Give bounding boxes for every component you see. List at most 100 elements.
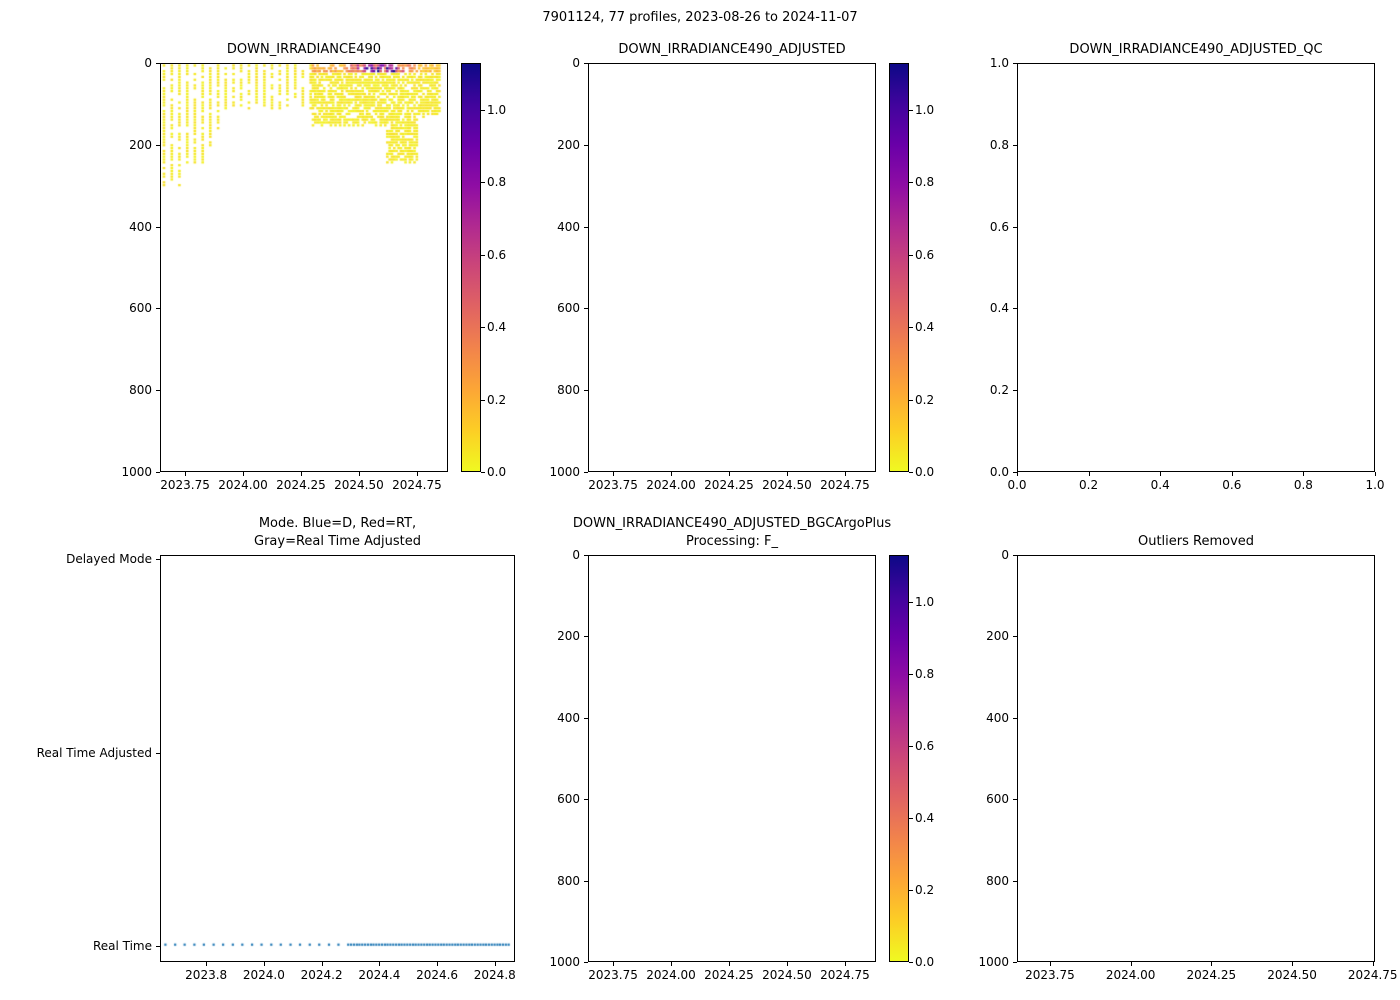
colorbar-tick-label: 0.8 (487, 175, 507, 190)
y-tick (156, 472, 160, 473)
colorbar-tick-label: 0.0 (915, 955, 935, 969)
panel-4-title: DOWN_IRRADIANCE490_ADJUSTED_BGCArgoPlus P… (573, 515, 891, 551)
y-tick (156, 144, 160, 146)
y-tick-label: 0.0 (989, 465, 1009, 479)
y-tick (584, 880, 588, 882)
y-tick-label: 1000 (549, 465, 580, 479)
colorbar-tick-label: 0.6 (487, 247, 507, 262)
colorbar-0 (461, 63, 481, 472)
y-tick-label: Real Time Adjusted (36, 745, 152, 760)
x-tick (379, 962, 381, 966)
y-tick-label: 800 (557, 873, 580, 888)
colorbar-tick-label: 0.2 (487, 392, 507, 407)
panel-title-line: Mode. Blue=D, Red=RT, (258, 516, 417, 531)
y-tick-label: 0 (572, 56, 580, 70)
y-tick-label: 0.2 (989, 383, 1009, 398)
y-tick (584, 390, 588, 392)
x-tick (1292, 962, 1294, 966)
x-tick-label: 2024.75 (820, 968, 870, 982)
irradiance-heatmap-canvas (161, 64, 447, 471)
y-tick-label: 600 (557, 792, 580, 807)
colorbar-tick (909, 327, 913, 329)
x-tick (671, 962, 672, 966)
x-tick (786, 472, 788, 476)
panel-4-plot-area (588, 555, 876, 962)
x-tick (844, 962, 846, 966)
x-tick (1303, 472, 1305, 476)
colorbar-tick (909, 399, 913, 401)
colorbar-tick (481, 399, 485, 401)
colorbar-tick-label: 0.2 (915, 392, 935, 407)
x-tick-label: 2024.75 (1347, 968, 1398, 982)
y-tick (1013, 63, 1017, 64)
y-tick (1013, 880, 1017, 882)
y-tick (584, 226, 588, 228)
colorbar-tick (909, 110, 913, 112)
x-tick-label: 2024.50 (334, 478, 384, 492)
y-tick (1013, 472, 1017, 473)
panel-title-line: DOWN_IRRADIANCE490_ADJUSTED_QC (1069, 42, 1323, 57)
panel-1-plot-area (588, 63, 876, 472)
y-tick-label: Real Time (92, 939, 152, 954)
x-tick (1017, 472, 1018, 476)
y-tick (156, 63, 160, 64)
y-tick (584, 472, 588, 473)
x-tick-label: 2024.50 (762, 478, 812, 492)
figure-title: 7901124, 77 profiles, 2023-08-26 to 2024… (542, 10, 858, 25)
x-tick-label: 2023.75 (588, 478, 638, 492)
y-tick (156, 752, 160, 754)
y-tick-label: 0 (1001, 548, 1009, 562)
x-tick-label: 2024.00 (218, 478, 268, 492)
x-tick-label: 2023.75 (588, 968, 638, 982)
x-tick (786, 962, 788, 966)
y-tick (584, 63, 588, 64)
panel-0-title: DOWN_IRRADIANCE490 (227, 41, 381, 59)
panel-title-line: DOWN_IRRADIANCE490_ADJUSTED_BGCArgoPlus (572, 516, 892, 531)
colorbar-tick-label: 0.4 (487, 320, 507, 335)
mode-dots-canvas (161, 556, 514, 961)
x-tick (613, 962, 615, 966)
y-tick-label: 800 (129, 383, 152, 398)
y-tick-label: 1000 (978, 955, 1009, 969)
colorbar-tick-label: 0.2 (915, 882, 935, 897)
panel-5-title: Outliers Removed (1138, 533, 1254, 551)
colorbar-tick (909, 962, 913, 963)
x-tick-label: 2024.6 (416, 968, 459, 982)
x-tick-label: 2024.0 (242, 968, 285, 982)
x-tick-label: 2024.75 (820, 478, 870, 492)
y-tick-label: 0 (144, 56, 152, 70)
y-tick (1013, 226, 1017, 228)
x-tick-label: 2024.4 (358, 968, 401, 982)
colorbar-4 (889, 555, 909, 962)
y-tick-label: 1.0 (989, 56, 1009, 70)
colorbar-tick (481, 327, 485, 329)
x-tick (206, 962, 208, 966)
x-tick (1211, 962, 1213, 966)
colorbar-tick (909, 745, 913, 747)
y-tick (156, 308, 160, 310)
colorbar-tick-label: 0.4 (915, 810, 935, 825)
panel-title-line: DOWN_IRRADIANCE490_ADJUSTED (618, 42, 846, 57)
x-tick (185, 472, 187, 476)
y-tick-label: 800 (986, 873, 1009, 888)
colorbar-tick-label: 0.4 (915, 320, 935, 335)
colorbar-tick-label: 0.0 (915, 465, 935, 479)
y-tick-label: Delayed Mode (66, 551, 152, 566)
x-tick (263, 962, 265, 966)
y-tick (156, 946, 160, 948)
panel-title-line: DOWN_IRRADIANCE490 (226, 42, 382, 57)
x-tick-label: 2024.50 (1267, 968, 1317, 982)
x-tick-label: 2024.25 (704, 968, 754, 982)
x-tick-label: 2024.2 (300, 968, 343, 982)
x-tick-label: 2024.75 (392, 478, 442, 492)
colorbar-tick (481, 182, 485, 184)
y-tick (1013, 144, 1017, 146)
panel-3-title: Mode. Blue=D, Red=RT, Gray=Real Time Adju… (254, 515, 421, 551)
y-tick-label: 200 (557, 629, 580, 644)
y-tick-label: 1000 (121, 465, 152, 479)
y-tick (1013, 390, 1017, 392)
y-tick-label: 200 (557, 137, 580, 152)
x-tick (728, 472, 730, 476)
y-tick-label: 600 (986, 792, 1009, 807)
colorbar-tick (909, 182, 913, 184)
